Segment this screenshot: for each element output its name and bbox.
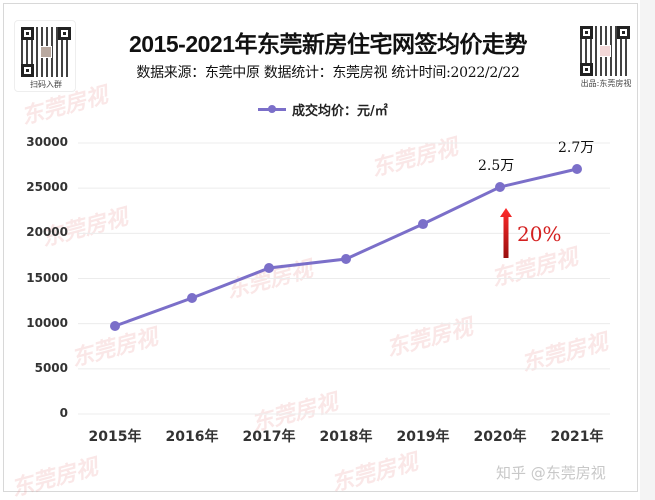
y-tick-label: 5000 (34, 360, 68, 375)
data-point (495, 181, 505, 192)
qr-logo (40, 46, 52, 58)
data-point (341, 253, 351, 264)
qr-logo (599, 45, 611, 57)
qr-caption-left: 扫码入群 (30, 80, 62, 89)
y-tick-label: 25000 (26, 180, 68, 195)
page-edge (640, 0, 655, 500)
y-tick-label: 10000 (26, 315, 68, 330)
gridlines (78, 142, 610, 415)
x-tick-label: 2019年 (396, 429, 450, 445)
source-credit: 知乎 @东莞房视 (496, 464, 606, 482)
data-point (264, 263, 274, 274)
data-point (572, 164, 582, 175)
series-markers (110, 164, 582, 332)
y-tick-label: 0 (59, 406, 68, 420)
legend-marker-icon (258, 105, 286, 113)
qr-code-left: 扫码入群 (14, 20, 76, 92)
qr-caption-right: 出品:东莞房视 (580, 79, 632, 88)
x-tick-label: 2020年 (473, 429, 527, 445)
data-point (418, 219, 428, 230)
x-tick-label: 2016年 (165, 429, 219, 445)
up-arrow-icon (500, 208, 512, 258)
annotation-2020: 2.5万 (478, 158, 515, 174)
y-tick-label: 15000 (26, 270, 68, 285)
qr-finder (58, 27, 71, 40)
chart-frame (3, 3, 638, 492)
data-point (187, 293, 197, 304)
legend-label: 成交均价：元/㎡ (292, 104, 388, 119)
x-tick-label: 2021年 (550, 429, 604, 445)
data-point (110, 321, 120, 332)
legend: 成交均价：元/㎡ (258, 100, 388, 119)
qr-finder (21, 64, 34, 77)
y-tick-label: 30000 (26, 135, 68, 149)
chart-subtitle: 数据来源：东莞中原 数据统计：东莞房视 统计时间:2022/2/22 (136, 65, 520, 81)
qr-finder (617, 26, 630, 39)
x-tick-label: 2017年 (242, 429, 296, 445)
x-tick-label: 2018年 (319, 429, 373, 445)
qr-finder (580, 63, 593, 76)
qr-code-right: 出品:东莞房视 (576, 20, 636, 92)
x-tick-label: 2015年 (88, 429, 142, 445)
chart-title: 2015-2021年东莞新房住宅网签均价走势 (129, 31, 528, 57)
growth-percentage: 20% (517, 222, 562, 246)
annotation-2021: 2.7万 (558, 140, 595, 156)
y-tick-label: 20000 (26, 225, 68, 240)
qr-finder (580, 26, 593, 39)
qr-finder (21, 27, 34, 40)
